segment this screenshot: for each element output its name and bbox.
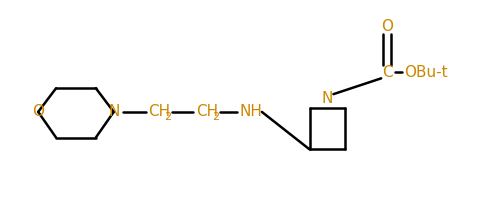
Text: N: N: [322, 90, 333, 106]
Text: N: N: [108, 104, 119, 119]
Text: C: C: [382, 65, 392, 80]
Text: OBu-t: OBu-t: [404, 65, 448, 80]
Text: O: O: [32, 104, 44, 119]
Text: O: O: [381, 19, 393, 34]
Text: NH: NH: [240, 104, 263, 119]
Text: CH: CH: [148, 104, 171, 119]
Text: CH: CH: [196, 104, 218, 119]
Text: 2: 2: [212, 112, 219, 122]
Text: 2: 2: [164, 112, 171, 122]
